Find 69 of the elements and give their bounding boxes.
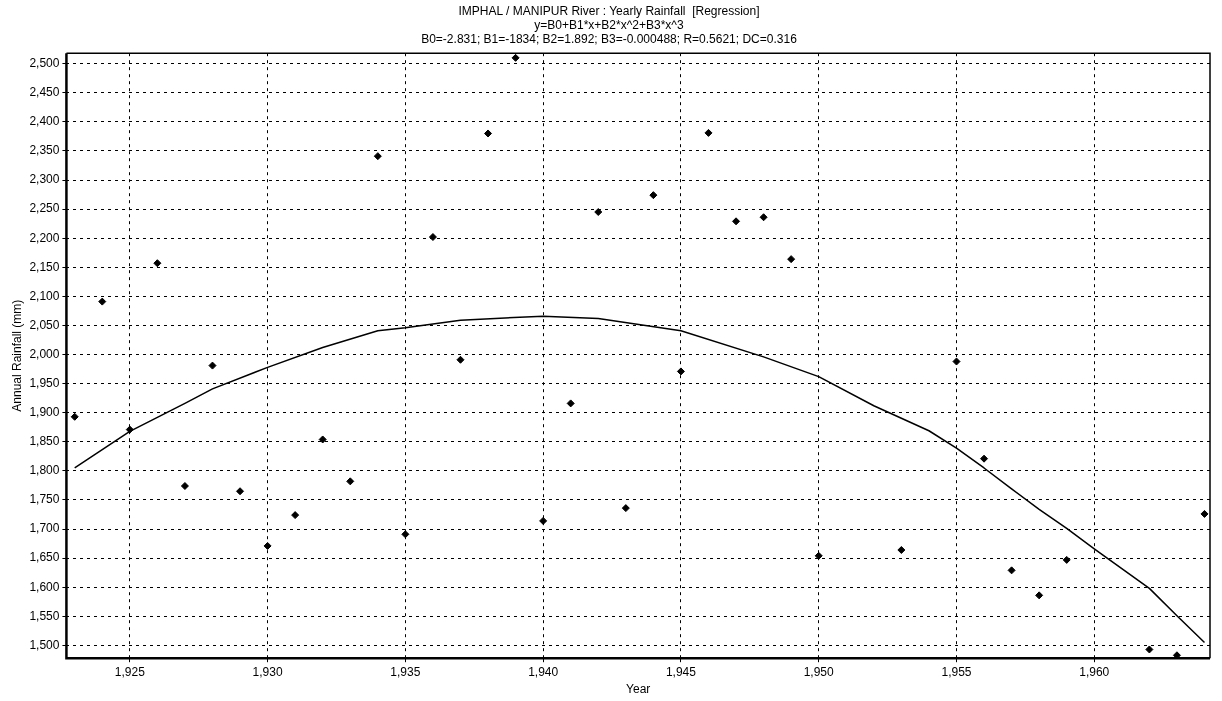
point xyxy=(566,399,575,408)
point xyxy=(346,477,355,486)
point xyxy=(649,191,658,200)
x-axis-title: Year xyxy=(626,682,651,697)
y-tick-label: 1,600 xyxy=(29,579,60,594)
point xyxy=(428,233,437,242)
y-tick-label: 1,700 xyxy=(29,521,60,536)
point xyxy=(318,435,327,444)
point xyxy=(263,541,272,550)
point xyxy=(153,259,162,268)
y-tick-label: 2,500 xyxy=(29,55,60,70)
x-tick-label: 1,940 xyxy=(528,664,559,679)
point xyxy=(676,367,685,376)
point xyxy=(732,217,741,226)
x-tick-label: 1,925 xyxy=(114,664,146,679)
point xyxy=(373,152,382,161)
x-tick-label: 1,950 xyxy=(803,664,835,679)
y-tick-label: 1,800 xyxy=(29,463,60,478)
y-tick-label: 2,000 xyxy=(29,346,60,361)
point xyxy=(401,530,410,539)
point xyxy=(952,357,961,366)
y-tick-label: 2,150 xyxy=(29,259,60,274)
y-tick-label: 2,050 xyxy=(29,317,60,332)
y-tick-label: 1,650 xyxy=(29,550,60,565)
point xyxy=(98,297,107,306)
point xyxy=(511,53,520,62)
point xyxy=(814,551,823,560)
point xyxy=(1035,591,1044,600)
point xyxy=(621,504,630,513)
y-tick-label: 2,400 xyxy=(29,114,60,129)
point xyxy=(291,511,300,520)
point xyxy=(704,128,713,137)
y-tick-label: 1,850 xyxy=(29,434,60,449)
y-tick-label: 2,200 xyxy=(29,230,60,245)
chart-title: IMPHAL / MANIPUR River : Yearly Rainfall [Regression] xyxy=(458,3,760,18)
point xyxy=(980,454,989,463)
point xyxy=(787,255,796,264)
y-tick-label: 2,300 xyxy=(29,172,60,187)
y-tick-label: 2,250 xyxy=(29,201,60,216)
point xyxy=(456,355,465,364)
y-tick-label: 2,350 xyxy=(29,143,60,158)
x-tick-label: 1,930 xyxy=(252,664,283,679)
x-tick-label: 1,945 xyxy=(665,664,697,679)
point xyxy=(1200,509,1209,518)
y-tick-label: 1,550 xyxy=(29,608,60,623)
point xyxy=(539,516,548,525)
point xyxy=(125,425,134,434)
x-tick-label: 1,960 xyxy=(1079,664,1110,679)
point xyxy=(759,213,768,222)
point xyxy=(484,129,493,138)
y-tick-label: 1,500 xyxy=(29,637,60,652)
chart-subtitle: y=B0+B1*x+B2*x^2+B3*x^3 B0=-2.831; B1=-1834; B2=1.892; B3=-0.000488; R=0.5621; DC=0.316 xyxy=(421,17,798,47)
point xyxy=(1007,566,1016,575)
point xyxy=(236,487,245,496)
x-tick-label: 1,935 xyxy=(390,664,421,679)
point xyxy=(1145,645,1154,654)
y-tick-label: 2,450 xyxy=(29,85,60,100)
point xyxy=(180,482,189,491)
point xyxy=(1062,555,1071,564)
y-tick-label: 2,100 xyxy=(29,288,60,303)
point xyxy=(70,412,79,421)
y-tick-label: 1,950 xyxy=(29,375,60,390)
x-tick-label: 1,955 xyxy=(941,664,972,679)
point xyxy=(208,361,217,370)
y-tick-label: 1,900 xyxy=(29,405,60,420)
point xyxy=(594,208,603,217)
y-tick-label: 1,750 xyxy=(29,492,60,507)
point xyxy=(897,546,906,554)
y-axis-title: Annual Rainfall (mm) xyxy=(9,299,24,412)
